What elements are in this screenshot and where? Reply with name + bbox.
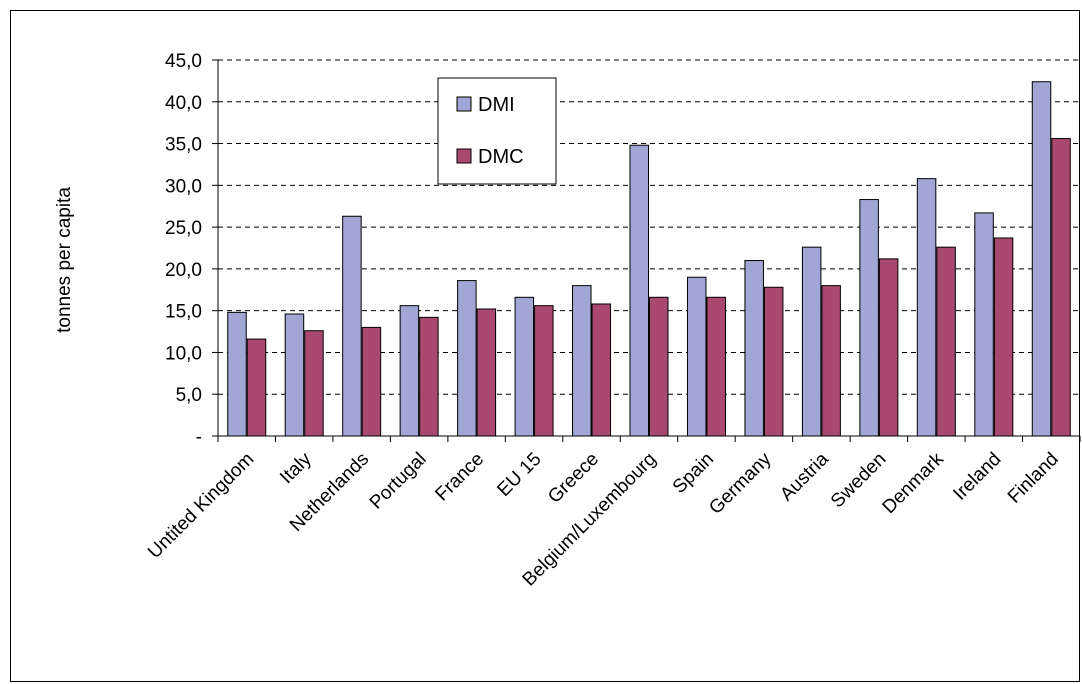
x-tick-label: Finland bbox=[1004, 449, 1063, 508]
legend: DMI DMC bbox=[437, 77, 557, 185]
legend-swatch-dmc bbox=[456, 148, 472, 164]
bar-dmc bbox=[361, 326, 382, 437]
y-tick-labels: - 5,0 10,0 15,0 20,0 25,0 30,0 35,0 40,0 45,0 bbox=[165, 51, 202, 448]
bar-dmi bbox=[342, 215, 362, 437]
bar-dmi bbox=[916, 178, 937, 437]
bar-dmc bbox=[591, 303, 612, 437]
bar-dmc bbox=[936, 246, 956, 437]
x-tick-label: EU 15 bbox=[493, 449, 545, 501]
bar-dmi bbox=[1031, 81, 1052, 437]
x-tick-label: France bbox=[431, 449, 488, 506]
bar-dmc bbox=[246, 338, 267, 437]
bar-dmc bbox=[878, 258, 899, 437]
x-tick-label: Ireland bbox=[949, 449, 1005, 505]
bar-dmc bbox=[476, 308, 497, 437]
x-tick-label: Germany bbox=[705, 448, 775, 518]
bar-dmi bbox=[974, 212, 994, 437]
bar-dmi bbox=[744, 260, 764, 437]
bar-dmc bbox=[419, 316, 439, 437]
bar-dmc bbox=[763, 286, 784, 437]
bar-dmi bbox=[801, 246, 822, 437]
y-tick-label: - bbox=[196, 427, 202, 448]
y-axis-label: tonnes per capita bbox=[54, 187, 75, 333]
y-tick-label: 25,0 bbox=[165, 218, 202, 239]
bar-dmi bbox=[227, 311, 247, 437]
bar-dmc bbox=[821, 285, 841, 437]
bar-dmc bbox=[649, 296, 669, 437]
bar-dmc bbox=[1051, 138, 1071, 437]
y-tick-label: 20,0 bbox=[165, 260, 202, 281]
bar-dmi bbox=[284, 313, 305, 437]
x-tick-label: Austria bbox=[776, 448, 833, 505]
axes bbox=[212, 59, 1081, 442]
y-tick-label: 30,0 bbox=[165, 176, 202, 197]
x-tick-label: Italy bbox=[276, 448, 316, 488]
bar-dmc bbox=[304, 330, 324, 437]
legend-label-dmc: DMC bbox=[478, 146, 524, 168]
bar-dmi bbox=[859, 199, 879, 437]
y-tick-label: 5,0 bbox=[176, 385, 202, 406]
x-tick-label: Spain bbox=[669, 449, 718, 498]
bar-dmi bbox=[514, 296, 535, 437]
bar-dmi bbox=[399, 305, 420, 437]
y-tick-label: 35,0 bbox=[165, 135, 202, 156]
y-tick-label: 15,0 bbox=[165, 302, 202, 323]
legend-label-dmi: DMI bbox=[478, 94, 515, 116]
bar-dmi bbox=[686, 276, 707, 437]
legend-box bbox=[437, 77, 557, 185]
bar-dmi bbox=[572, 285, 592, 437]
y-tick-label: 40,0 bbox=[165, 93, 202, 114]
bar-dmi bbox=[629, 144, 649, 437]
x-tick-label: Portugal bbox=[366, 449, 431, 514]
y-tick-label: 10,0 bbox=[165, 343, 202, 364]
x-tick-label: Untited Kingdom bbox=[144, 449, 258, 563]
bars bbox=[227, 81, 1071, 437]
bar-dmc bbox=[706, 296, 726, 437]
bar-dmc bbox=[534, 305, 554, 437]
y-tick-label: 45,0 bbox=[165, 51, 202, 72]
legend-swatch-dmi bbox=[456, 96, 472, 112]
bar-dmi bbox=[457, 280, 477, 437]
bar-dmc bbox=[993, 237, 1014, 437]
x-tick-label: Denmark bbox=[879, 448, 949, 518]
